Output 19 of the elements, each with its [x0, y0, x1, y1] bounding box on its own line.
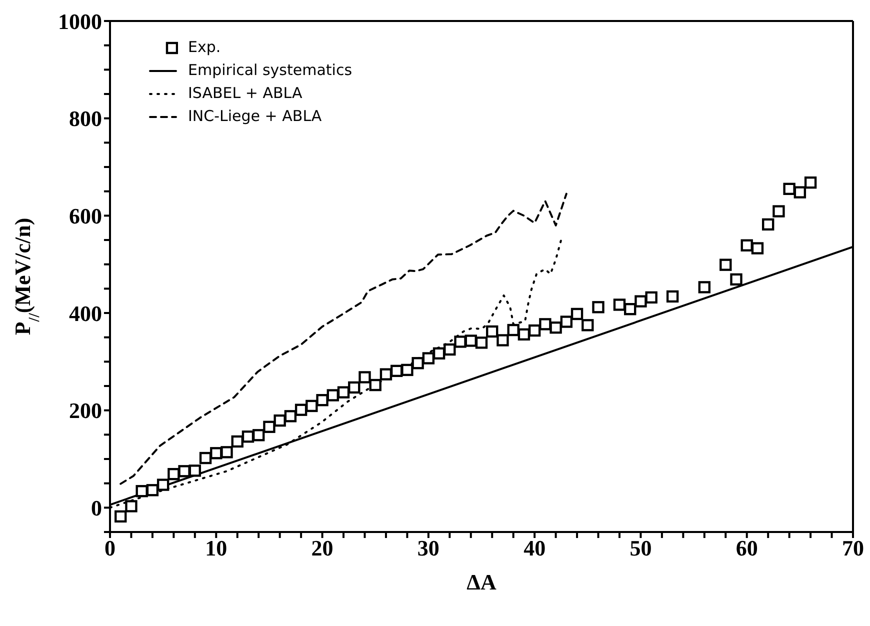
y-tick-label: 200	[69, 398, 102, 424]
legend-label: Exp.	[188, 37, 221, 58]
legend-label: ISABEL + ABLA	[188, 83, 302, 104]
line-series	[120, 192, 568, 485]
y-tick-label: 600	[69, 203, 102, 228]
y-tick-label: 0	[91, 495, 102, 520]
x-tick-label: 50	[630, 536, 652, 561]
x-tick-label: 70	[842, 536, 864, 561]
x-tick-label: 20	[311, 536, 334, 561]
x-tick-label: 10	[205, 536, 228, 561]
legend-label: INC-Liege + ABLA	[188, 106, 322, 127]
y-tick-label: 800	[69, 106, 102, 132]
y-tick-label: 400	[69, 300, 102, 326]
legend-label: Empirical systematics	[188, 60, 352, 81]
x-tick-label: 30	[417, 536, 440, 561]
y-tick-label: 1000	[58, 8, 102, 34]
x-tick-label: 40	[524, 536, 546, 561]
x-axis-title: ΔA	[466, 570, 496, 595]
x-tick-label: 60	[736, 536, 758, 561]
